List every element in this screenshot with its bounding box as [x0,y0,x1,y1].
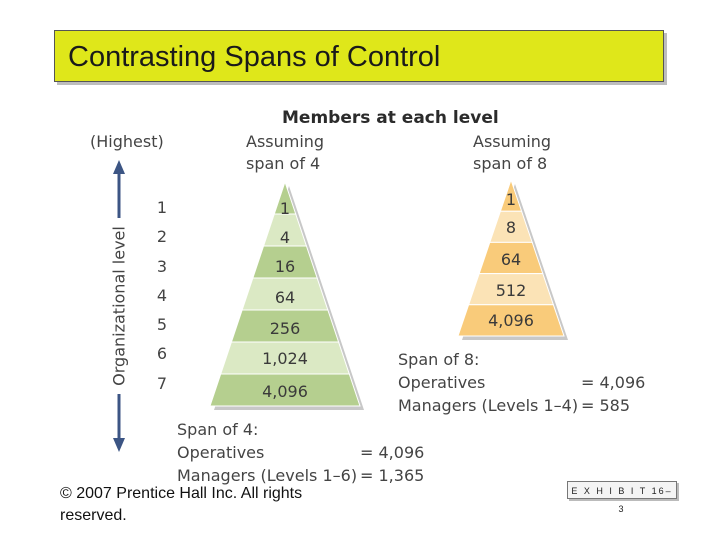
level-number: 2 [156,227,168,246]
span8-level-value: 512 [495,281,527,300]
span4-level-value: 1 [279,199,291,218]
slide-title-box: Contrasting Spans of Control [54,30,664,82]
span4-pyramid-tier [209,373,361,407]
span8-pyramid-tier [457,304,565,337]
exhibit-label: E X H I B I T 16–3 [567,481,677,514]
level-number: 7 [156,374,168,393]
highest-label: (Highest) [90,132,164,151]
span4-header-line1: Assuming [246,132,325,151]
level-number: 3 [156,257,168,276]
span8-operatives-label: Operatives [398,373,486,392]
span8-operatives-value: = 4,096 [581,373,646,392]
span4-operatives-label: Operatives [177,443,265,462]
span4-summary-title: Span of 4: [177,420,259,439]
span4-operatives-value: = 4,096 [360,443,425,462]
span4-level-value: 64 [274,288,296,307]
copyright-notice: © 2007 Prentice Hall Inc. All rights res… [60,485,303,524]
span8-managers-value: = 585 [581,396,631,415]
span4-level-value: 1,024 [262,349,308,368]
span8-summary-title: Span of 8: [398,350,480,369]
span4-level-value: 16 [274,257,296,276]
span4-managers-label: Managers (Levels 1–6) [177,466,358,485]
span4-level-value: 256 [269,319,301,338]
span8-level-value: 64 [500,250,522,269]
span8-header-line2: span of 8 [473,154,548,173]
level-number: 6 [156,344,168,363]
span8-header-line1: Assuming [473,132,552,151]
span4-level-value: 4 [279,228,291,247]
level-number: 4 [156,286,168,305]
span8-level-value: 8 [505,218,517,237]
level-number: 5 [156,315,168,334]
span8-level-value: 1 [505,190,517,209]
span8-level-value: 4,096 [488,311,534,330]
slide-title: Contrasting Spans of Control [68,41,441,73]
span4-managers-value: = 1,365 [360,466,425,485]
level-number: 1 [156,198,168,217]
diagram-heading: Members at each level [282,108,499,128]
span4-header-line2: span of 4 [246,154,321,173]
span8-managers-label: Managers (Levels 1–4) [398,396,579,415]
span4-level-value: 4,096 [262,382,308,401]
